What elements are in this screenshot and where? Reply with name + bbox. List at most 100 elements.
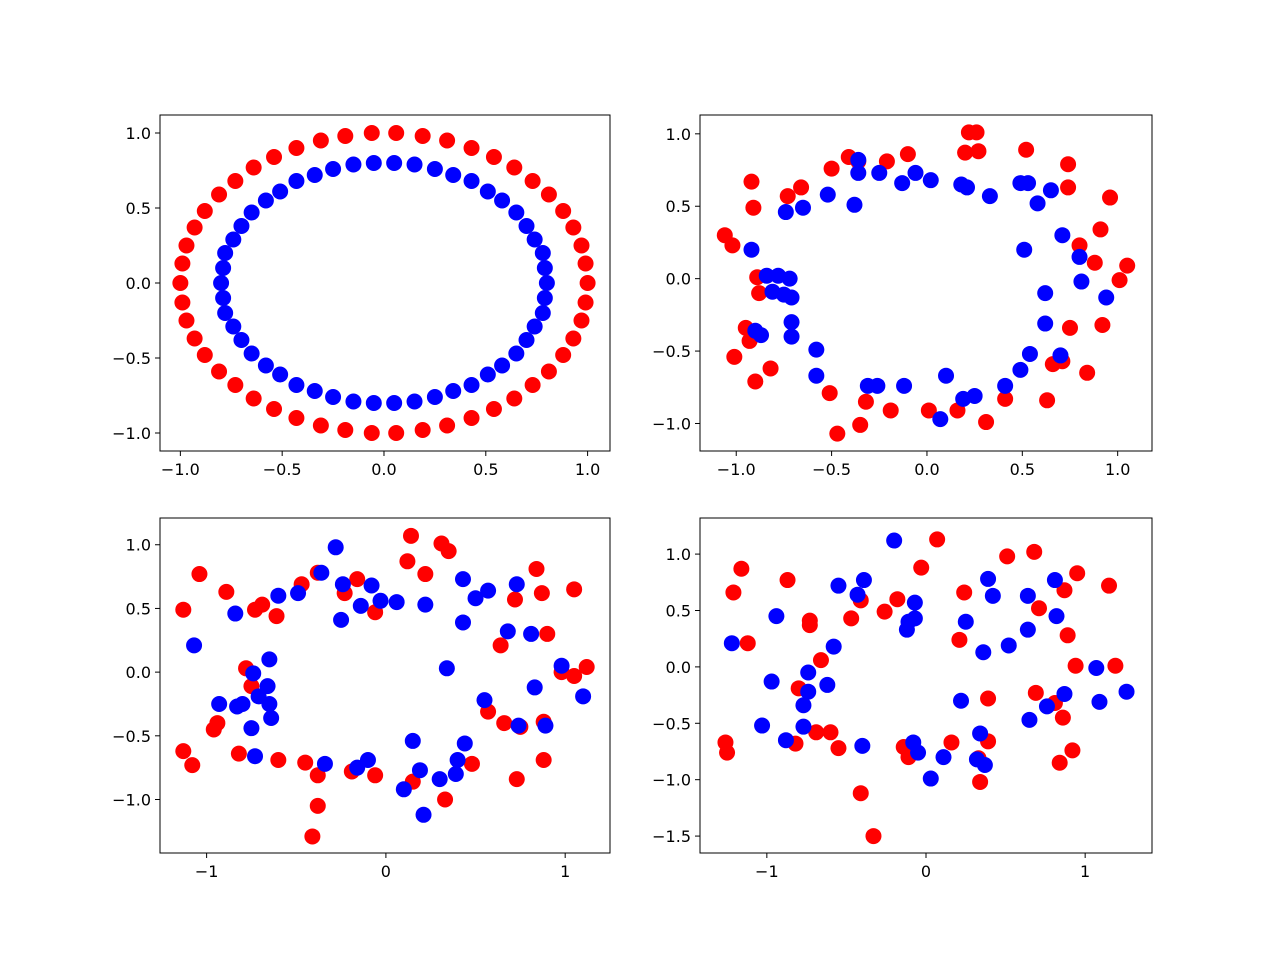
point [508, 345, 525, 362]
point [573, 237, 590, 254]
point [414, 422, 431, 438]
point [243, 720, 260, 737]
point [984, 587, 1001, 604]
point [337, 128, 354, 144]
point [896, 377, 913, 394]
point [943, 734, 960, 751]
axes-frame [699, 114, 1153, 452]
point [1073, 273, 1090, 290]
y-tick-label: −0.5 [112, 349, 151, 368]
point [981, 188, 998, 205]
point [233, 218, 250, 234]
point [821, 385, 838, 402]
point [1060, 179, 1077, 196]
point [534, 305, 551, 321]
y-tick-label: 0.5 [666, 197, 691, 216]
x-tick-label: 1 [1080, 862, 1090, 881]
point [272, 183, 289, 200]
point [386, 155, 403, 171]
point [245, 159, 262, 176]
point [186, 637, 203, 654]
point [186, 219, 203, 236]
point [578, 659, 595, 676]
point [463, 140, 480, 156]
point [1037, 285, 1054, 302]
point [399, 553, 416, 570]
point [972, 773, 989, 790]
point [719, 744, 736, 761]
point [257, 192, 274, 209]
point [1000, 637, 1017, 654]
point [1079, 364, 1096, 381]
x-tick-label: 0 [381, 862, 391, 881]
point [304, 828, 321, 845]
point [506, 390, 523, 407]
point [230, 745, 247, 762]
point [972, 725, 989, 742]
point [882, 402, 899, 419]
point [1111, 272, 1128, 289]
point [388, 594, 405, 611]
point [349, 571, 366, 588]
point [726, 348, 743, 365]
point [440, 543, 457, 560]
point [800, 683, 817, 700]
point [1092, 221, 1109, 238]
point [779, 572, 796, 589]
point [485, 149, 502, 165]
point [865, 828, 882, 845]
x-tick-label: 0.5 [473, 460, 498, 479]
point [233, 332, 250, 348]
point [417, 596, 434, 613]
point [533, 585, 550, 602]
point [225, 231, 242, 248]
point [363, 125, 380, 141]
point [243, 345, 260, 362]
point [411, 762, 428, 779]
point [783, 314, 800, 331]
point [997, 390, 1014, 407]
point [454, 614, 471, 631]
point [1020, 175, 1037, 192]
point [263, 709, 280, 726]
point [566, 581, 583, 598]
point [1056, 685, 1073, 702]
point [1026, 543, 1043, 560]
point [758, 267, 775, 284]
point [565, 219, 582, 236]
point [325, 389, 342, 405]
point [935, 749, 952, 766]
point [852, 416, 869, 433]
point [372, 592, 389, 609]
point [1027, 684, 1044, 701]
point [1051, 754, 1068, 771]
point [215, 260, 232, 276]
point [1071, 248, 1088, 265]
point [496, 715, 513, 732]
point [1042, 182, 1059, 199]
point [747, 373, 764, 390]
point [186, 330, 203, 347]
point [243, 204, 260, 221]
point [333, 611, 350, 628]
point [184, 757, 201, 774]
point [854, 737, 871, 754]
point [886, 532, 903, 549]
point [174, 255, 191, 272]
x-tick-label: 1.0 [575, 460, 600, 479]
point [479, 183, 496, 200]
point [825, 638, 842, 655]
point [1101, 577, 1118, 594]
point [439, 417, 456, 434]
axes-frame [159, 517, 611, 854]
point [1054, 227, 1071, 244]
point [494, 192, 511, 209]
point [980, 690, 997, 707]
point [762, 360, 779, 377]
point [932, 411, 949, 428]
y-tick-label: 1.0 [666, 125, 691, 144]
point [526, 679, 543, 696]
point [345, 156, 362, 173]
point [1061, 319, 1078, 336]
